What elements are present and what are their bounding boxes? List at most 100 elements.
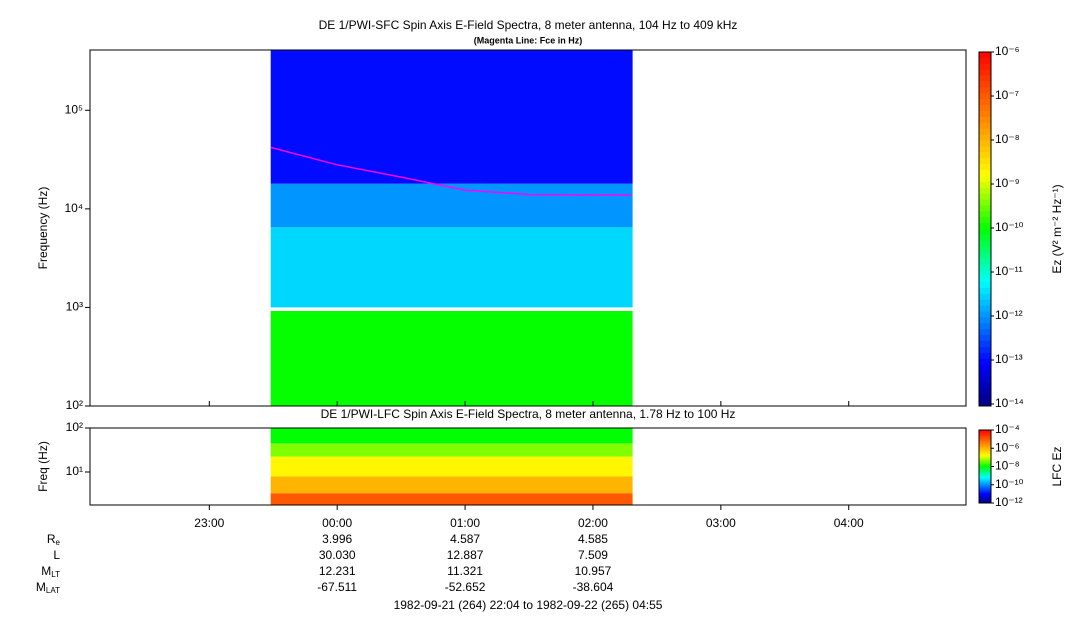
colorbar-cell bbox=[979, 488, 991, 491]
colorbar-cell bbox=[979, 451, 991, 454]
x-tick-label: 04:00 bbox=[834, 516, 864, 530]
ephemeris-value: 4.587 bbox=[450, 532, 480, 546]
colorbar-cell bbox=[979, 464, 991, 466]
colorbar-cell bbox=[979, 479, 991, 482]
fce-line bbox=[270, 146, 632, 196]
ephemeris-label: MLAT bbox=[36, 580, 60, 595]
colorbar-cell bbox=[979, 140, 991, 147]
colorbar-cell bbox=[979, 87, 991, 94]
colorbar-cell bbox=[979, 440, 991, 443]
colorbar-cell bbox=[979, 434, 991, 437]
colorbar-cell bbox=[979, 476, 991, 478]
spectral-band bbox=[270, 493, 633, 505]
colorbar-cell bbox=[979, 450, 991, 453]
colorbar-cell bbox=[979, 438, 991, 441]
time-range: 1982-09-21 (264) 22:04 to 1982-09-22 (26… bbox=[394, 598, 663, 612]
colorbar-cell bbox=[979, 370, 991, 377]
colorbar-cell bbox=[979, 199, 991, 206]
colorbar-cell bbox=[979, 205, 991, 212]
colorbar-cell bbox=[979, 240, 991, 248]
colorbar-cell bbox=[979, 453, 991, 455]
colorbar-cell bbox=[979, 57, 991, 65]
colorbar-cell bbox=[979, 335, 991, 342]
ephemeris-value: 11.321 bbox=[447, 564, 483, 578]
colorbar-cell bbox=[979, 482, 991, 485]
colorbar-tick-label: 10⁻⁸ bbox=[995, 132, 1020, 146]
ephemeris-label: L bbox=[53, 548, 60, 562]
y-tick-label: 10⁵ bbox=[65, 102, 83, 116]
colorbar-cell bbox=[979, 252, 991, 259]
colorbar-label: Ez (V² m⁻² Hz⁻¹) bbox=[1050, 184, 1064, 273]
colorbar-tick-label: 10⁻⁴ bbox=[995, 422, 1020, 436]
colorbar-cell bbox=[979, 258, 991, 265]
colorbar-cell bbox=[979, 276, 991, 283]
colorbar-cell bbox=[979, 181, 991, 189]
colorbar-cell bbox=[979, 432, 991, 435]
colorbar-cell bbox=[979, 466, 991, 469]
colorbar-cell bbox=[979, 311, 991, 318]
colorbar-cell bbox=[979, 341, 991, 348]
colorbar-tick-label: 10⁻⁶ bbox=[995, 440, 1020, 454]
colorbar-cell bbox=[979, 442, 991, 444]
ephemeris-label-main: L bbox=[53, 548, 60, 562]
colorbar-cell bbox=[979, 116, 991, 124]
colorbar-cell bbox=[979, 493, 991, 495]
colorbar-cell bbox=[979, 500, 991, 503]
colorbar-label: LFC Ez bbox=[1050, 446, 1064, 486]
ephemeris-value: 3.996 bbox=[322, 532, 352, 546]
colorbar-cell bbox=[979, 436, 991, 438]
colorbar-cell bbox=[979, 158, 991, 165]
colorbar-cell bbox=[979, 430, 991, 432]
colorbar-cell bbox=[979, 229, 991, 236]
ephemeris-label: MLT bbox=[41, 564, 60, 579]
y-tick-label: 10² bbox=[66, 420, 83, 434]
colorbar-tick-label: 10⁻⁹ bbox=[995, 176, 1020, 190]
colorbar-cell bbox=[979, 63, 991, 71]
colorbar-cell bbox=[979, 449, 991, 452]
colorbar-cell bbox=[979, 400, 991, 407]
colorbar-cell bbox=[979, 364, 991, 372]
colorbar-cell bbox=[979, 270, 991, 277]
chart-title: DE 1/PWI-LFC Spin Axis E-Field Spectra, … bbox=[321, 407, 736, 421]
colorbar-tick-label: 10⁻⁷ bbox=[995, 88, 1019, 102]
y-tick-label: 10² bbox=[66, 398, 83, 412]
colorbar-cell bbox=[979, 217, 991, 224]
colorbar-tick-label: 10⁻¹³ bbox=[995, 352, 1023, 366]
colorbar-cell bbox=[979, 175, 991, 183]
colorbar-cell bbox=[979, 473, 991, 476]
x-tick-label: 03:00 bbox=[706, 516, 736, 530]
colorbar-cell bbox=[979, 111, 991, 118]
colorbar-cell bbox=[979, 382, 991, 389]
plot-frame bbox=[89, 49, 967, 407]
colorbar-cell bbox=[979, 128, 991, 136]
spectral-band bbox=[270, 311, 633, 406]
colorbar-cell bbox=[979, 394, 991, 401]
colorbar-cell bbox=[979, 223, 991, 230]
colorbar-cell bbox=[979, 358, 991, 366]
ephemeris-value: 30.030 bbox=[319, 548, 356, 562]
colorbar-frame bbox=[978, 51, 992, 407]
colorbar-cell bbox=[979, 447, 991, 449]
spectral-band bbox=[270, 227, 633, 308]
colorbar-cell bbox=[979, 457, 991, 460]
colorbar-cell bbox=[979, 81, 991, 88]
colorbar-cell bbox=[979, 459, 991, 461]
y-tick-label: 10¹ bbox=[66, 464, 83, 478]
colorbar-tick-label: 10⁻¹² bbox=[995, 495, 1023, 509]
colorbar-tick-label: 10⁻¹² bbox=[995, 308, 1023, 322]
colorbar-cell bbox=[979, 456, 991, 459]
colorbar-cell bbox=[979, 470, 991, 472]
colorbar-cell bbox=[979, 454, 991, 457]
plot-frame bbox=[89, 427, 967, 506]
colorbar-tick-label: 10⁻¹⁰ bbox=[995, 220, 1024, 234]
ephemeris-value: -38.604 bbox=[573, 580, 614, 594]
spectral-band bbox=[270, 456, 633, 477]
colorbar-cell bbox=[979, 467, 991, 470]
colorbar-cell bbox=[979, 293, 991, 301]
y-axis-label: Freq (Hz) bbox=[36, 441, 50, 492]
colorbar-tick-label: 10⁻¹⁰ bbox=[995, 477, 1024, 491]
colorbar-cell bbox=[979, 305, 991, 313]
colorbar-cell bbox=[979, 499, 991, 502]
ephemeris-label-sub: LT bbox=[51, 570, 60, 579]
